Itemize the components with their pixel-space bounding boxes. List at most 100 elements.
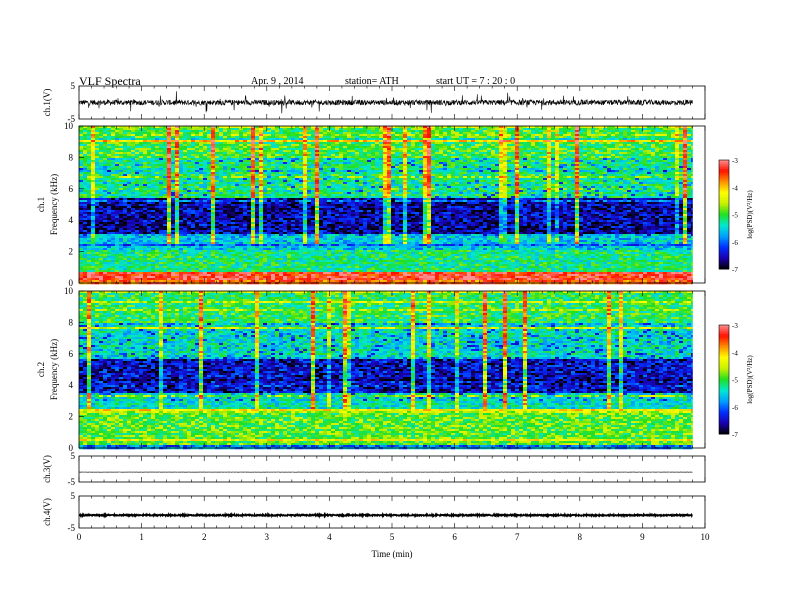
spectrogram-cell: [351, 166, 355, 168]
spectrogram-cell: [279, 154, 283, 156]
spectrogram-cell: [339, 130, 343, 132]
spectrogram-cell: [303, 138, 307, 140]
spectrogram-cell: [351, 176, 355, 178]
spectrogram-cell: [387, 182, 391, 184]
spectrogram-cell: [483, 166, 487, 168]
spectrogram-cell: [255, 180, 259, 182]
spectrogram-cell: [135, 138, 139, 140]
spectrogram-cell: [631, 164, 635, 166]
spectrogram-cell: [83, 176, 87, 178]
spectrogram-cell: [83, 138, 87, 140]
spectrogram-cell: [495, 182, 499, 184]
spectrogram-cell: [219, 140, 223, 142]
spectrogram-cell: [415, 146, 419, 148]
spectrogram-cell: [123, 144, 127, 146]
spectrogram-cell: [199, 154, 203, 156]
spectrogram-cell: [247, 160, 251, 162]
spectrogram-cell: [511, 186, 515, 188]
spectrogram-cell: [411, 142, 415, 144]
spectrogram-cell: [435, 144, 439, 146]
spectrogram-cell: [631, 152, 635, 154]
spectrogram-cell: [679, 136, 683, 138]
spectrogram-cell: [179, 188, 183, 190]
spectrogram-cell: [515, 164, 519, 166]
spectrogram-cell: [219, 156, 223, 158]
spectrogram-cell: [435, 166, 439, 168]
spectrogram-cell: [499, 160, 503, 162]
spectrogram-cell: [95, 186, 99, 188]
spectrogram-cell: [587, 160, 591, 162]
spectrogram-cell: [135, 154, 139, 156]
spectrogram-cell: [255, 186, 259, 188]
spectrogram-cell: [643, 156, 647, 158]
spectrogram-cell: [443, 186, 447, 188]
spectrogram-cell: [627, 168, 631, 170]
spectrogram-cell: [431, 164, 435, 166]
spectrogram-cell: [495, 146, 499, 148]
spectrogram-cell: [691, 134, 693, 136]
spectrogram-cell: [339, 180, 343, 182]
spectrogram-cell: [203, 152, 207, 154]
spectrogram-cell: [339, 168, 343, 170]
spectrogram-cell: [431, 140, 435, 142]
spectrogram-cell: [299, 136, 303, 138]
spectrogram-cell: [279, 162, 283, 164]
spectrogram-cell: [399, 128, 403, 130]
spectrogram-cell: [203, 174, 207, 176]
spectrogram-cell: [315, 136, 319, 138]
spectrogram-cell: [331, 178, 335, 180]
spectrogram-cell: [175, 160, 179, 162]
spectrogram-cell: [679, 152, 683, 154]
spectrogram-cell: [167, 158, 171, 160]
spectrogram-cell: [291, 152, 295, 154]
spectrogram-cell: [347, 146, 351, 148]
spectrogram-cell: [367, 144, 371, 146]
spectrogram-cell: [303, 166, 307, 168]
spectrogram-cell: [207, 176, 211, 178]
spectrogram-cell: [583, 174, 587, 176]
spectrogram-cell: [539, 152, 543, 154]
spectrogram-cell: [151, 156, 155, 158]
spectrogram-cell: [531, 174, 535, 176]
spectrogram-cell: [167, 164, 171, 166]
spectrogram-cell: [155, 142, 159, 144]
spectrogram-cell: [267, 180, 271, 182]
spectrogram-cell: [475, 142, 479, 144]
spectrogram-cell: [563, 180, 567, 182]
spectrogram-cell: [415, 172, 419, 174]
spectrogram-cell: [243, 140, 247, 142]
spectrogram-cell: [611, 146, 615, 148]
spectrogram-cell: [659, 142, 663, 144]
spectrogram-cell: [491, 180, 495, 182]
spectrogram-cell: [591, 128, 595, 130]
spectrogram-cell: [287, 150, 291, 152]
spectrogram-cell: [203, 146, 207, 148]
spectrogram-cell: [431, 184, 435, 186]
spectrogram-cell: [415, 166, 419, 168]
spectrogram-cell: [215, 152, 219, 154]
spectrogram-cell: [683, 142, 687, 144]
spectrogram-cell: [303, 134, 307, 136]
spectrogram-cell: [307, 132, 311, 134]
spectrogram-cell: [419, 178, 423, 180]
spectrogram-cell: [243, 190, 247, 192]
spectrogram-cell: [171, 164, 175, 166]
spectrogram-cell: [199, 152, 203, 154]
spectrogram-cell: [79, 142, 83, 144]
spectrogram-cell: [231, 142, 235, 144]
spectrogram-cell: [471, 156, 475, 158]
spectrogram-cell: [243, 186, 247, 188]
spectrogram-cell: [123, 148, 127, 150]
spectrogram-cell: [523, 140, 527, 142]
spectrogram-cell: [427, 160, 431, 162]
spectrogram-cell: [659, 148, 663, 150]
spectrogram-cell: [367, 142, 371, 144]
spectrogram-cell: [347, 144, 351, 146]
spectrogram-cell: [479, 138, 483, 140]
spectrogram-cell: [655, 156, 659, 158]
spectrogram-cell: [267, 178, 271, 180]
spectrogram-cell: [427, 154, 431, 156]
spectrogram-cell: [211, 136, 215, 138]
spectrogram-cell: [363, 160, 367, 162]
spectrogram-cell: [531, 150, 535, 152]
